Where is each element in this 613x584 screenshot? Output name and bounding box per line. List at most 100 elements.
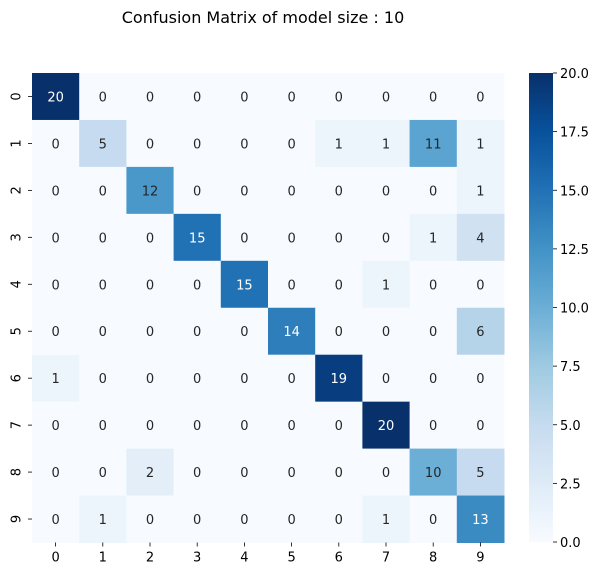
heatmap-cell (32, 495, 80, 543)
cell-value-label: 0 (99, 466, 107, 481)
cell-value-label: 1 (476, 137, 484, 152)
cell-value-label: 15 (236, 278, 253, 293)
cell-value-label: 0 (240, 231, 248, 246)
heatmap-cell (268, 448, 316, 497)
cell-value-label: 0 (335, 184, 343, 199)
cell-value-label: 1 (51, 372, 59, 387)
heatmap-cell (456, 495, 505, 543)
heatmap-cell (315, 260, 363, 309)
heatmap-cell (32, 401, 80, 450)
heatmap-cell (456, 448, 505, 497)
heatmap-cell (456, 119, 505, 168)
heatmap-cell (173, 119, 222, 168)
heatmap-grid: 20 0 0 0 0 0 0 0 0 00 5 0 0 0 0 1 1 11 10 0 12 0 0 0 0 0 0 10 0 0 15 0 0… (32, 73, 505, 543)
cell-value-label: 0 (193, 90, 201, 105)
cell-value-label: 0 (146, 419, 154, 434)
heatmap-cell (456, 401, 505, 450)
cell-value-label: 0 (240, 466, 248, 481)
heatmap-cell (126, 73, 175, 121)
cell-value-label: 0 (335, 513, 343, 528)
heatmap-cell (362, 495, 411, 543)
heatmap-cell (409, 119, 458, 168)
cell-value-label: 0 (99, 278, 107, 293)
heatmap-cell (315, 119, 363, 168)
heatmap-cell (220, 260, 269, 309)
heatmap-cell (362, 119, 411, 168)
cell-value-label: 0 (193, 466, 201, 481)
heatmap-cell (315, 307, 363, 356)
cell-value-label: 2 (146, 466, 154, 481)
y-tick-label: 0 (10, 92, 25, 100)
colorbar (529, 73, 553, 542)
cell-value-label: 5 (476, 466, 484, 481)
cell-value-label: 12 (142, 184, 159, 199)
cell-value-label: 0 (146, 372, 154, 387)
y-tick-label: 9 (10, 515, 25, 523)
cell-value-label: 0 (51, 419, 59, 434)
cell-value-label: 0 (382, 184, 390, 199)
x-tick-label: 6 (335, 551, 343, 566)
cell-value-label: 0 (99, 184, 107, 199)
cell-value-label: 0 (240, 90, 248, 105)
heatmap-cell (220, 119, 269, 168)
cell-value-label: 20 (47, 90, 64, 105)
heatmap-cell (220, 166, 269, 215)
colorbar-tick-label: 0.0 (560, 536, 581, 551)
heatmap-cell (173, 401, 222, 450)
cell-value-label: 1 (335, 137, 343, 152)
heatmap-cell (362, 307, 411, 356)
heatmap-cell (409, 495, 458, 543)
cell-value-label: 0 (429, 419, 437, 434)
cell-value-label: 5 (99, 137, 107, 152)
cell-value-label: 0 (51, 231, 59, 246)
colorbar-tick-label: 17.5 (560, 126, 589, 141)
heatmap-cell (126, 166, 175, 215)
heatmap-cell (220, 73, 269, 121)
colorbar-ticks: 0.0 2.5 5.0 7.5 10.0 12.5 15.0 17.5 20.0 (553, 67, 589, 551)
cell-value-label: 0 (240, 184, 248, 199)
cell-value-label: 0 (429, 325, 437, 340)
cell-value-label: 0 (287, 278, 295, 293)
heatmap-cell (268, 119, 316, 168)
heatmap-cell (173, 495, 222, 543)
cell-value-label: 0 (146, 278, 154, 293)
cell-value-label: 0 (335, 419, 343, 434)
cell-value-label: 0 (335, 325, 343, 340)
y-tick-label: 3 (10, 233, 25, 241)
x-tick-label: 4 (240, 551, 248, 566)
heatmap-cell (456, 73, 505, 121)
heatmap-cell (79, 495, 127, 543)
heatmap-cell (126, 213, 175, 262)
cell-value-label: 0 (476, 90, 484, 105)
x-tick-label: 9 (476, 551, 484, 566)
heatmap-cell (173, 448, 222, 497)
heatmap-cell (268, 213, 316, 262)
cell-value-label: 0 (99, 325, 107, 340)
cell-value-label: 0 (335, 90, 343, 105)
heatmap-cell (220, 495, 269, 543)
chart-title: Confusion Matrix of model size : 10 (122, 8, 405, 27)
heatmap-cell (220, 401, 269, 450)
y-tick-label: 1 (10, 139, 25, 147)
cell-value-label: 0 (146, 513, 154, 528)
heatmap-cell (315, 73, 363, 121)
cell-value-label: 0 (193, 278, 201, 293)
heatmap-cell (315, 354, 363, 403)
cell-value-label: 0 (51, 137, 59, 152)
heatmap-cell (220, 354, 269, 403)
heatmap-cell (32, 260, 80, 309)
heatmap-cell (268, 73, 316, 121)
heatmap-cell (362, 166, 411, 215)
heatmap-cell (456, 166, 505, 215)
y-tick-label: 8 (10, 468, 25, 476)
cell-value-label: 0 (146, 90, 154, 105)
heatmap-cell (409, 401, 458, 450)
heatmap-cell (268, 354, 316, 403)
cell-value-label: 0 (429, 278, 437, 293)
heatmap-cell (79, 354, 127, 403)
cell-value-label: 0 (476, 419, 484, 434)
cell-value-label: 15 (189, 231, 206, 246)
cell-value-label: 0 (476, 278, 484, 293)
cell-value-label: 1 (382, 278, 390, 293)
heatmap-cell (315, 213, 363, 262)
